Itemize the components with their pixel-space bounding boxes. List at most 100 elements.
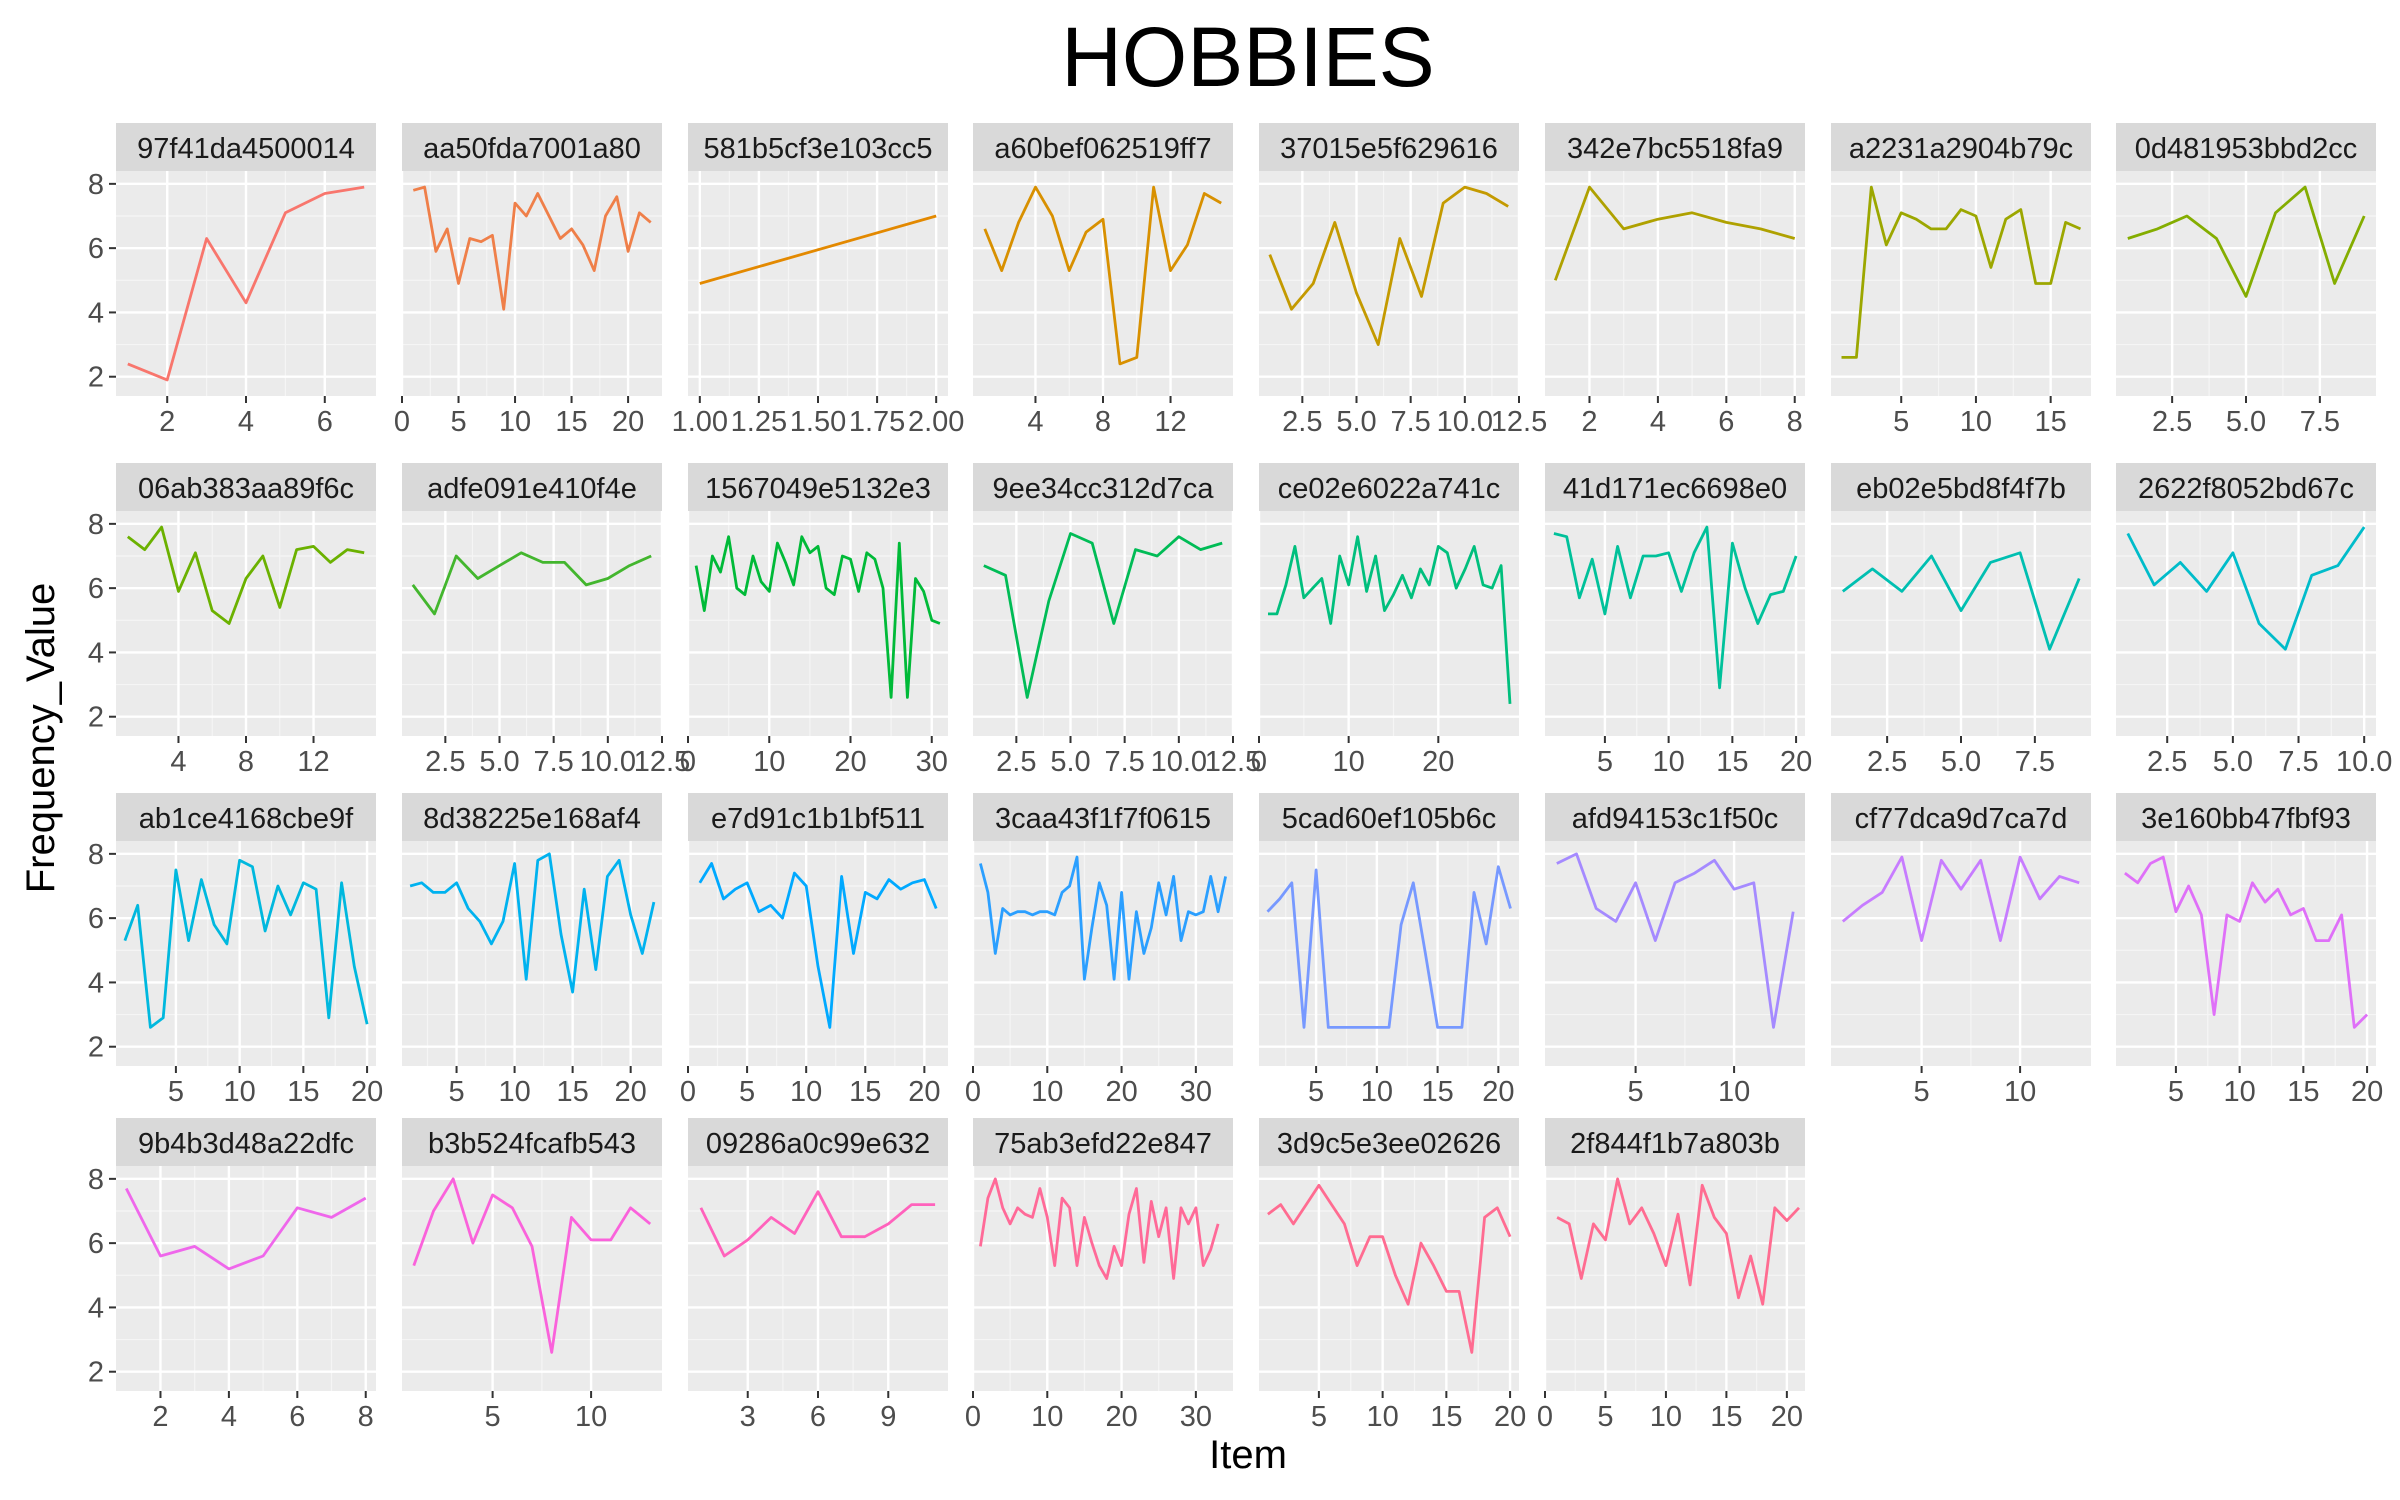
x-tick-label: 5.0 (479, 746, 519, 778)
facet-panel: 9ee34cc312d7ca 2.5 5.0 7.5 10.012.5 (973, 463, 1261, 778)
x-tick-label: 10 (1333, 746, 1365, 778)
facet-strip-label: 41d171ec6698e0 (1563, 473, 1787, 505)
x-tick-label: 8 (358, 1401, 374, 1433)
y-tick-label: 6 (88, 233, 104, 265)
facet-panel: aa50fda7001a80 0 5 10 15 20 (394, 123, 662, 438)
x-tick-label: 10.0 (1437, 406, 1493, 438)
y-tick-label: 8 (88, 169, 104, 201)
x-tick-label: 0 (680, 1076, 696, 1108)
facet-panel: 3caa43f1f7f0615 0 10 20 30 (965, 793, 1233, 1108)
facet-strip-label: 75ab3efd22e847 (994, 1128, 1212, 1160)
x-tick-label: 20 (1771, 1401, 1803, 1433)
facet-strip-label: 3d9c5e3ee02626 (1277, 1128, 1501, 1160)
x-tick-label: 15 (1430, 1401, 1462, 1433)
x-tick-label: 15 (2035, 406, 2067, 438)
series-line (979, 855, 1227, 981)
series-line (1268, 185, 1509, 347)
x-tick-label: 5 (1914, 1076, 1930, 1108)
facet-panel: a2231a2904b79c 5 10 15 (1831, 123, 2091, 438)
facet-panel: ce02e6022a741c 0 10 20 (1251, 463, 1519, 778)
series-line (694, 535, 941, 699)
x-tick-label: 20 (834, 746, 866, 778)
x-tick-label: 5 (1597, 1401, 1613, 1433)
series-line (1556, 1177, 1801, 1306)
x-tick-label: 20 (1780, 746, 1812, 778)
x-tick-label: 2.5 (1867, 746, 1907, 778)
x-tick-label: 15 (849, 1076, 881, 1108)
x-tick-label: 0 (680, 746, 696, 778)
x-tick-label: 15 (1716, 746, 1748, 778)
series-line (1553, 185, 1796, 281)
y-tick-label: 4 (88, 637, 104, 669)
x-tick-label: 5 (448, 1076, 464, 1108)
y-tick-label: 2 (88, 702, 104, 734)
series-line (699, 1190, 936, 1258)
x-tick-label: 20 (351, 1076, 383, 1108)
x-tick-label: 10 (575, 1401, 607, 1433)
facet-strip (2116, 463, 2376, 511)
facet-strip (116, 463, 376, 511)
facet-strip (1259, 1118, 1519, 1166)
facet-strip (402, 1118, 662, 1166)
panel-background (1545, 841, 1805, 1066)
x-tick-label: 12.5 (1205, 746, 1261, 778)
x-tick-label: 30 (916, 746, 948, 778)
x-axis-title: Item (1209, 1433, 1287, 1477)
x-tick-label: 7.5 (2278, 746, 2318, 778)
x-tick-label: 12.5 (634, 746, 690, 778)
x-tick-label: 15 (287, 1076, 319, 1108)
series-line (2124, 855, 2369, 1029)
facet-strip-label: 3caa43f1f7f0615 (995, 803, 1211, 835)
x-tick-label: 20 (1482, 1076, 1514, 1108)
facet-panel: e7d91c1b1bf511 0 5 10 15 20 (680, 793, 948, 1108)
x-tick-label: 6 (1718, 406, 1734, 438)
panel-background (1259, 1166, 1519, 1391)
y-tick-label: 4 (88, 1292, 104, 1324)
facet-strip-label: 09286a0c99e632 (706, 1128, 930, 1160)
y-tick-label: 6 (88, 903, 104, 935)
x-tick-label: 4 (1027, 406, 1043, 438)
facet-strip (116, 793, 376, 841)
x-tick-label: 5 (1628, 1076, 1644, 1108)
x-tick-label: 5 (1893, 406, 1909, 438)
facet-panel: 3d9c5e3ee02626 5 10 15 20 (1259, 1118, 1526, 1433)
facet-strip-label: a2231a2904b79c (1849, 133, 2073, 165)
x-tick-label: 2.5 (425, 746, 465, 778)
facet-panel: 41d171ec6698e0 5 10 15 20 (1545, 463, 1812, 778)
y-tick-label: 6 (88, 1228, 104, 1260)
x-tick-label: 4 (238, 406, 254, 438)
facet-panel: 37015e5f629616 2.5 5.0 7.5 10.012.5 (1259, 123, 1547, 438)
x-tick-label: 10 (1718, 1076, 1750, 1108)
x-tick-label: 9 (880, 1401, 896, 1433)
series-line (2126, 526, 2366, 651)
facet-panel: 2622f8052bd67c 2.5 5.0 7.5 10.0 (2116, 463, 2392, 778)
x-tick-label: 10 (1650, 1401, 1682, 1433)
x-tick-label: 0 (965, 1076, 981, 1108)
facet-strip-label: 2f844f1b7a803b (1570, 1128, 1780, 1160)
x-tick-label: 5 (1308, 1076, 1324, 1108)
y-tick-label: 4 (88, 967, 104, 999)
x-tick-label: 2 (159, 406, 175, 438)
x-tick-label: 10.0 (2336, 746, 2392, 778)
series-line (979, 1177, 1220, 1280)
x-tick-label: 0 (1537, 1401, 1553, 1433)
x-tick-label: 2.5 (2147, 746, 2187, 778)
x-tick-label: 10 (1652, 746, 1684, 778)
x-tick-label: 20 (1105, 1076, 1137, 1108)
facet-strip (402, 463, 662, 511)
x-tick-label: 7.5 (2300, 406, 2340, 438)
x-tick-label: 5 (1311, 1401, 1327, 1433)
facet-strip (402, 123, 662, 171)
series-line (127, 185, 365, 382)
facet-strip (116, 123, 376, 171)
x-tick-label: 15 (2287, 1076, 2319, 1108)
series-line (2127, 185, 2366, 298)
chart-title: HOBBIES (1061, 10, 1434, 104)
facet-strip-label: 342e7bc5518fa9 (1567, 133, 1783, 165)
facet-strip (1545, 463, 1805, 511)
x-tick-label: 10.0 (1151, 746, 1207, 778)
y-axis-title: Frequency_Value (19, 583, 63, 894)
x-tick-label: 15 (556, 1076, 588, 1108)
facet-panel: 342e7bc5518fa9 2 4 6 8 (1545, 123, 1805, 438)
